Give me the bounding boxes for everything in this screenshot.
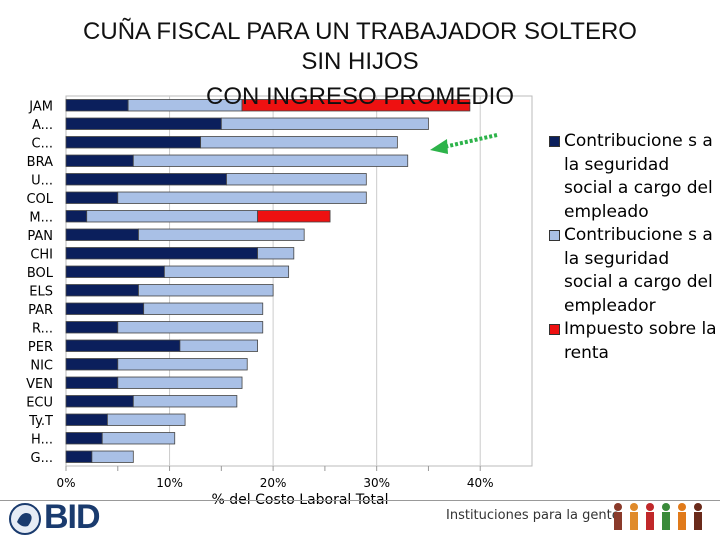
- legend-label-employee: Contribucione s a la seguridad social a …: [564, 131, 713, 222]
- chart-title-line-3: CON INGRESO PROMEDIO: [205, 83, 515, 110]
- bar-employee: [65, 339, 181, 352]
- y-category-label: PAN: [27, 229, 53, 244]
- arrow-icon: [443, 133, 498, 149]
- bar-income-tax: [257, 210, 331, 223]
- legend-label-employer: Contribucione s a la seguridad social a …: [564, 225, 713, 316]
- y-category-label: PAR: [28, 303, 53, 318]
- x-tick-label: 10%: [156, 476, 183, 490]
- y-category-label: VEN: [26, 377, 53, 392]
- bar-employer: [107, 413, 186, 426]
- legend-swatch-employer: [549, 230, 560, 241]
- y-category-label: ECU: [26, 395, 53, 410]
- y-category-label: G...: [31, 451, 53, 466]
- person-icon-6: [694, 503, 702, 530]
- bar-employee: [65, 376, 119, 389]
- person-icon-3: [646, 503, 654, 530]
- bar-employee: [65, 210, 88, 223]
- bar-employee: [65, 154, 134, 167]
- bar-employer: [132, 395, 238, 408]
- bar-income-tax: [241, 99, 471, 112]
- bar-employee: [65, 284, 139, 297]
- y-category-label: M...: [29, 210, 53, 225]
- footer-divider: [0, 500, 720, 501]
- bar-employee: [65, 302, 145, 315]
- bar-employer: [101, 432, 176, 445]
- y-category-label: R...: [32, 321, 53, 336]
- y-category-label: COL: [26, 192, 53, 207]
- legend-item-income-tax: Impuesto sobre la renta: [549, 318, 717, 365]
- bar-employee: [65, 173, 227, 186]
- person-icon-4: [662, 503, 670, 530]
- bar-employee: [65, 265, 165, 278]
- legend-item-employer: Contribucione s a la seguridad social a …: [549, 224, 717, 318]
- bar-employee: [65, 228, 139, 241]
- footer-slogan: Instituciones para la gente: [446, 508, 620, 523]
- bar-employer: [132, 154, 409, 167]
- bar-employer: [117, 321, 264, 334]
- y-category-label: CHI: [30, 247, 53, 262]
- bar-employer: [257, 247, 295, 260]
- bar-employer: [200, 136, 398, 149]
- legend-label-income-tax: Impuesto sobre la renta: [564, 319, 717, 363]
- bar-employer: [117, 358, 248, 371]
- bar-employee: [65, 395, 134, 408]
- y-category-label: JAM: [28, 99, 53, 114]
- people-icons: [614, 503, 702, 530]
- bar-employee: [65, 117, 222, 130]
- legend: Contribucione s a la seguridad social a …: [549, 130, 717, 365]
- chart-title-line-2: SIN HIJOS: [301, 48, 419, 75]
- chart-title-line-1: CUÑA FISCAL PARA UN TRABAJADOR SOLTERO: [83, 18, 637, 45]
- bar-employer: [138, 228, 305, 241]
- bar-employer: [86, 210, 258, 223]
- y-category-label: BOL: [27, 266, 54, 281]
- legend-item-employee: Contribucione s a la seguridad social a …: [549, 130, 717, 224]
- x-tick-label: 30%: [363, 476, 390, 490]
- y-category-label: BRA: [27, 155, 53, 170]
- bid-logo-icon: [9, 503, 41, 535]
- bar-employer: [117, 191, 367, 204]
- bar-employee: [65, 450, 93, 463]
- legend-swatch-income-tax: [549, 324, 560, 335]
- bar-employer: [138, 284, 274, 297]
- y-category-label: A...: [32, 118, 53, 133]
- bar-employee: [65, 247, 258, 260]
- person-icon-1: [614, 503, 622, 530]
- plot-area: [65, 95, 533, 467]
- y-category-label: NIC: [30, 358, 53, 373]
- y-category-label: ELS: [29, 284, 53, 299]
- y-category-label: U...: [31, 173, 53, 188]
- y-category-label: H...: [31, 432, 53, 447]
- bar-employer: [179, 339, 258, 352]
- bid-logo-text: BID: [44, 498, 101, 536]
- person-icon-2: [630, 503, 638, 530]
- bar-employee: [65, 358, 119, 371]
- bar-employee: [65, 136, 202, 149]
- y-category-label: Ty.T: [28, 414, 53, 429]
- y-category-label: C...: [32, 136, 53, 151]
- arrow-head-icon: [430, 139, 448, 154]
- y-category-label: PER: [28, 340, 53, 355]
- x-tick-label: 20%: [260, 476, 287, 490]
- bar-employer: [226, 173, 367, 186]
- bar-employee: [65, 191, 119, 204]
- person-icon-5: [678, 503, 686, 530]
- bar-employer: [220, 117, 429, 130]
- bar-employee: [65, 432, 103, 445]
- x-tick-label: 40%: [467, 476, 494, 490]
- bar-employer: [163, 265, 290, 278]
- x-tick-label: 0%: [56, 476, 75, 490]
- bar-employer: [117, 376, 243, 389]
- legend-swatch-employee: [549, 136, 560, 147]
- bar-employee: [65, 321, 119, 334]
- bar-employer: [143, 302, 264, 315]
- bar-employer: [91, 450, 134, 463]
- bar-employee: [65, 413, 108, 426]
